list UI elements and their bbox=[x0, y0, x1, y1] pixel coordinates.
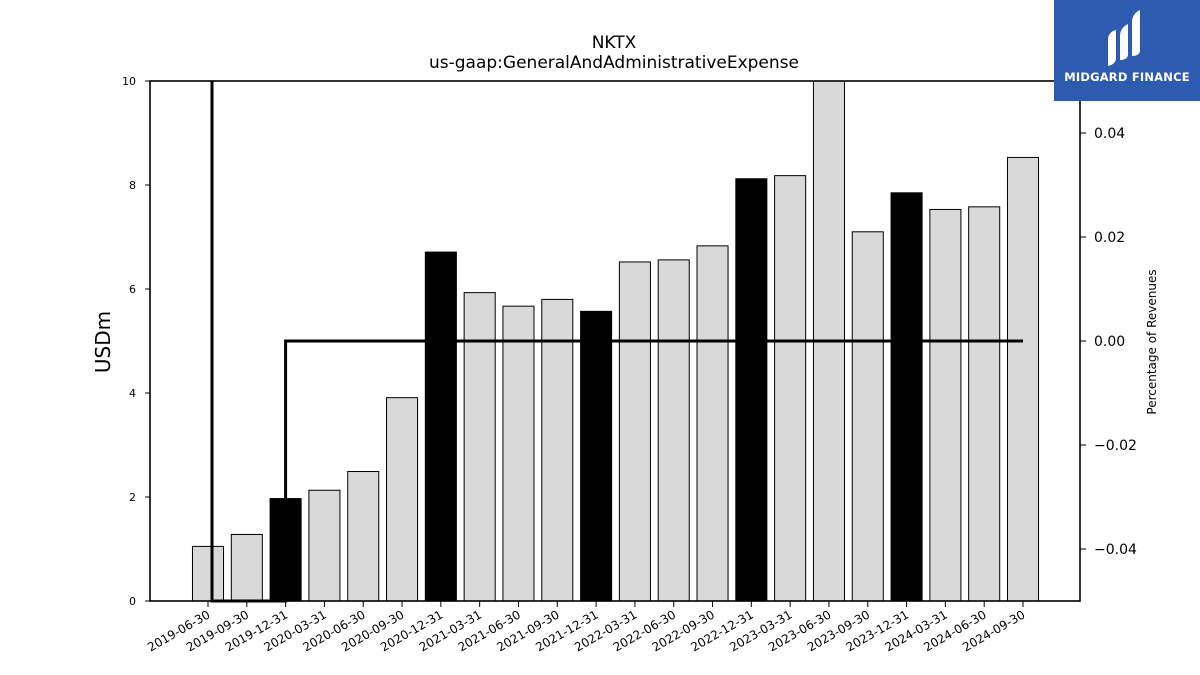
bar-2019-06-30 bbox=[191, 545, 225, 602]
bar-2023-09-30 bbox=[851, 231, 884, 602]
y-tick-label: 2 bbox=[129, 491, 136, 504]
y2-tick-label: −0.04 bbox=[1094, 542, 1137, 558]
y-tick-label: 10 bbox=[122, 75, 136, 88]
brand-name: MIDGARD FINANCE bbox=[1064, 70, 1190, 84]
y-tick-label: 0 bbox=[129, 595, 136, 608]
bar-2023-12-31 bbox=[890, 192, 923, 602]
bar-2024-09-30 bbox=[1006, 156, 1040, 602]
y2-tick-label: 0.02 bbox=[1094, 230, 1125, 246]
y-tick-label: 4 bbox=[129, 387, 136, 400]
brand-mark-icon bbox=[1108, 10, 1140, 66]
brand-logo: MIDGARD FINANCE bbox=[1054, 0, 1200, 101]
bar-2022-09-30 bbox=[696, 245, 729, 602]
bar-2020-06-30 bbox=[347, 471, 380, 602]
y-tick-label: 8 bbox=[129, 179, 136, 192]
y2-tick-label: 0.00 bbox=[1094, 334, 1125, 350]
bar-2020-12-31 bbox=[424, 251, 457, 602]
bar-2021-12-31 bbox=[580, 310, 613, 602]
bar-2021-09-30 bbox=[541, 298, 574, 602]
bar-2022-03-31 bbox=[618, 261, 651, 602]
bar-2022-12-31 bbox=[735, 178, 768, 602]
bar-2021-06-30 bbox=[502, 305, 535, 602]
y-axis-label: USDm bbox=[91, 311, 115, 373]
bar-2022-06-30 bbox=[657, 259, 690, 602]
y-tick-label: 6 bbox=[129, 283, 136, 296]
bar-2020-09-30 bbox=[386, 397, 419, 602]
bar-2023-03-31 bbox=[774, 175, 807, 602]
bar-2024-03-31 bbox=[929, 208, 962, 602]
y2-tick-label: −0.02 bbox=[1094, 438, 1137, 454]
y2-tick-label: 0.04 bbox=[1094, 126, 1125, 142]
secondary-y-axis-label: Percentage of Revenues bbox=[1145, 269, 1159, 414]
bar-2020-03-31 bbox=[308, 489, 341, 602]
bar-2024-06-30 bbox=[968, 206, 1001, 602]
bar-2019-09-30 bbox=[230, 533, 263, 602]
bar-2021-03-31 bbox=[463, 292, 496, 602]
bars-layer bbox=[191, 80, 1040, 602]
chart-title: NKTX bbox=[592, 33, 637, 53]
chart-subtitle: us-gaap:GeneralAndAdministrativeExpense bbox=[429, 53, 799, 73]
